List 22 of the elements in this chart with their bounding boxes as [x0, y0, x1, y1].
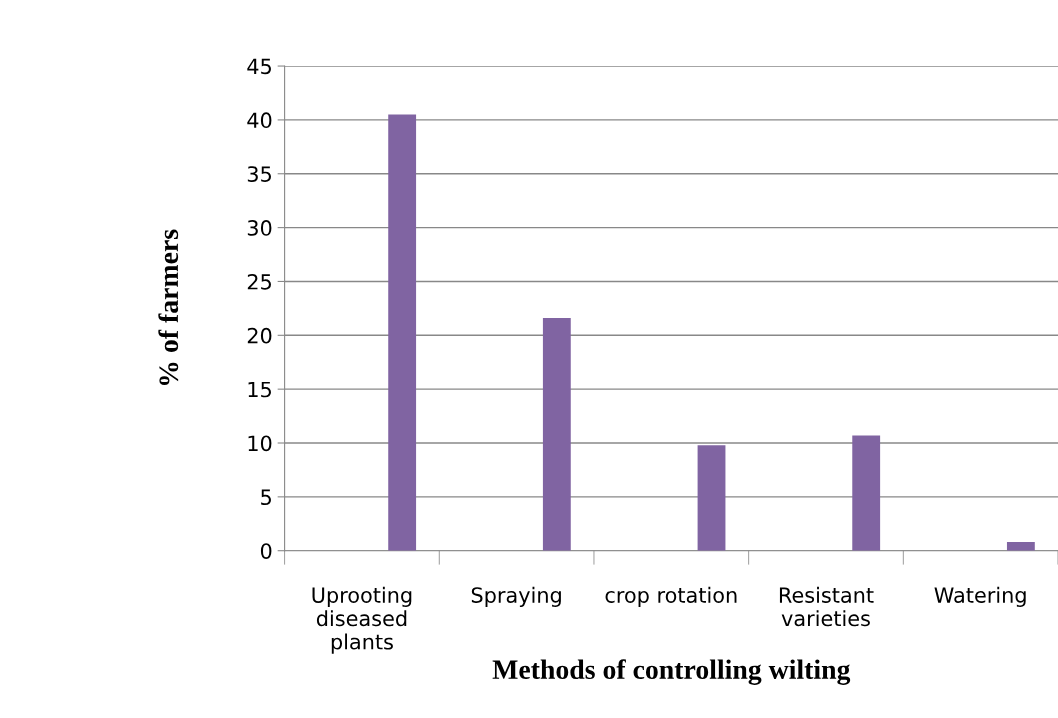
y-tick-label: 0 [260, 543, 272, 559]
y-tick-label: 25 [247, 273, 271, 290]
bar [1006, 542, 1035, 551]
x-tick-label: crop rotation [605, 586, 737, 607]
y-axis-title: % of farmers [158, 229, 179, 385]
bar [388, 114, 417, 551]
y-tick-label: 10 [248, 435, 272, 452]
y-tick-label: 35 [247, 166, 271, 182]
y-tick-label: 15 [248, 381, 271, 398]
x-axis-title: Methods of controlling wilting [492, 659, 851, 685]
y-tick-label: 20 [247, 327, 272, 344]
y-tick-label: 40 [247, 112, 272, 129]
x-tick-label: Resistant varieties [779, 586, 874, 627]
bar [542, 318, 571, 551]
y-tick-label: 30 [247, 220, 272, 236]
x-tick-label: Watering [934, 586, 1026, 607]
bar [852, 435, 881, 551]
y-tick-label: 5 [261, 489, 271, 506]
x-tick-label: Uprooting diseased plants [312, 586, 412, 654]
x-tick-label: Spraying [471, 586, 561, 607]
y-tick-label: 45 [247, 58, 271, 75]
bar [697, 445, 726, 551]
